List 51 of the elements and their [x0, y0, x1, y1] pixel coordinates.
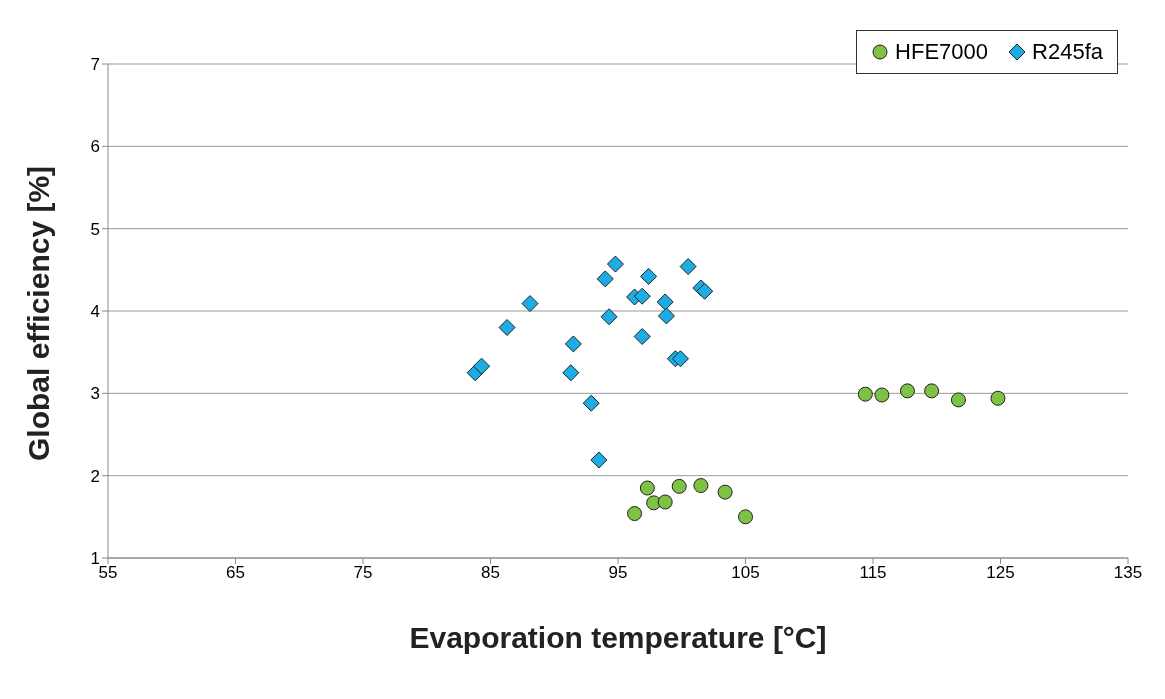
- x-tick-label: 75: [353, 563, 373, 583]
- point: [679, 258, 697, 276]
- x-tick-label: 85: [481, 563, 500, 583]
- y-tick-label: 2: [90, 466, 100, 486]
- x-tick-label: 95: [608, 563, 628, 583]
- point: [693, 478, 709, 494]
- point: [606, 255, 624, 273]
- point: [627, 506, 643, 522]
- point: [696, 282, 714, 300]
- point: [562, 364, 580, 382]
- x-tick-label: 115: [859, 563, 887, 583]
- y-axis-title: Global efficiency [%]: [21, 165, 55, 461]
- point: [564, 335, 582, 353]
- x-tick-label: 125: [986, 563, 1015, 583]
- y-tick-label: 1: [90, 549, 100, 569]
- y-tick-label: 7: [90, 55, 100, 75]
- point: [924, 383, 940, 399]
- y-tick-label: 3: [90, 384, 100, 404]
- point: [582, 394, 600, 412]
- point: [473, 357, 491, 375]
- point: [600, 308, 618, 326]
- point: [640, 267, 658, 285]
- point: [521, 295, 539, 313]
- point: [596, 270, 614, 288]
- point: [990, 390, 1006, 406]
- point: [639, 480, 655, 496]
- legend-label: R245fa: [1032, 39, 1103, 65]
- point: [717, 484, 733, 500]
- point: [656, 293, 674, 311]
- legend-label: HFE7000: [895, 39, 989, 65]
- x-tick-label: 135: [1113, 563, 1143, 583]
- point: [950, 392, 966, 408]
- point: [671, 478, 687, 494]
- x-tick-label: 105: [731, 563, 760, 583]
- point: [657, 307, 675, 325]
- x-axis-title: Evaporation temperature [°C]: [409, 621, 827, 654]
- point: [590, 451, 608, 469]
- y-tick-label: 6: [90, 137, 100, 157]
- point: [498, 318, 516, 336]
- point: [657, 494, 673, 510]
- point: [671, 350, 689, 368]
- point: [857, 386, 873, 402]
- point: [633, 287, 651, 305]
- point: [738, 509, 753, 525]
- point: [633, 328, 651, 346]
- point: [899, 383, 915, 399]
- x-tick-label: 65: [226, 563, 245, 583]
- point: [874, 387, 890, 403]
- x-tick-label: 55: [98, 563, 118, 583]
- y-tick-label: 4: [90, 302, 100, 322]
- y-tick-label: 5: [90, 219, 100, 239]
